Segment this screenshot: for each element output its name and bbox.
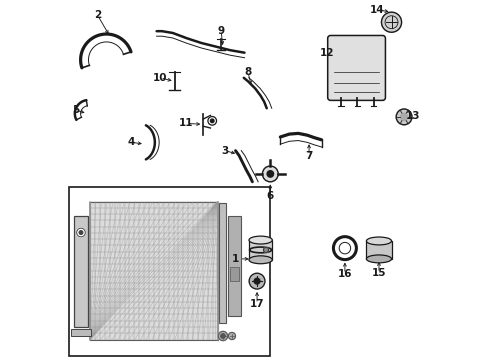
Text: 13: 13	[405, 111, 420, 121]
Circle shape	[228, 332, 235, 339]
Bar	[90, 202, 217, 339]
Circle shape	[333, 237, 356, 260]
Ellipse shape	[248, 236, 272, 244]
Text: 10: 10	[153, 73, 167, 83]
Circle shape	[249, 273, 264, 289]
Circle shape	[262, 166, 278, 182]
Text: 6: 6	[266, 192, 273, 202]
Circle shape	[221, 334, 224, 338]
Text: 16: 16	[337, 269, 351, 279]
Text: 12: 12	[319, 48, 333, 58]
Bar	[74, 216, 88, 327]
Ellipse shape	[366, 255, 391, 263]
Text: 8: 8	[244, 67, 251, 77]
Bar	[366, 241, 391, 259]
Circle shape	[254, 278, 260, 284]
Text: 2: 2	[94, 10, 101, 20]
Text: 5: 5	[72, 105, 80, 115]
Circle shape	[400, 113, 407, 121]
Ellipse shape	[248, 256, 272, 264]
Bar	[248, 240, 272, 260]
Circle shape	[381, 12, 401, 32]
Text: 7: 7	[305, 150, 312, 161]
Text: 17: 17	[249, 299, 264, 309]
Circle shape	[395, 109, 411, 125]
Text: 4: 4	[127, 138, 135, 147]
Circle shape	[207, 117, 216, 125]
Bar	[219, 203, 225, 323]
Text: 11: 11	[179, 118, 193, 128]
Bar	[71, 329, 90, 336]
Text: 15: 15	[371, 268, 386, 278]
Text: 14: 14	[369, 5, 384, 15]
Ellipse shape	[366, 237, 391, 245]
Circle shape	[79, 231, 82, 234]
Circle shape	[77, 228, 85, 237]
Circle shape	[339, 242, 350, 254]
Circle shape	[210, 119, 214, 123]
Text: 3: 3	[221, 145, 228, 156]
Text: 1: 1	[232, 254, 239, 264]
Bar	[228, 216, 241, 316]
FancyBboxPatch shape	[327, 36, 385, 100]
Text: 9: 9	[217, 26, 224, 36]
Circle shape	[263, 247, 268, 252]
Circle shape	[266, 171, 273, 177]
Bar	[230, 267, 239, 281]
Bar	[69, 187, 269, 356]
Circle shape	[218, 331, 227, 341]
